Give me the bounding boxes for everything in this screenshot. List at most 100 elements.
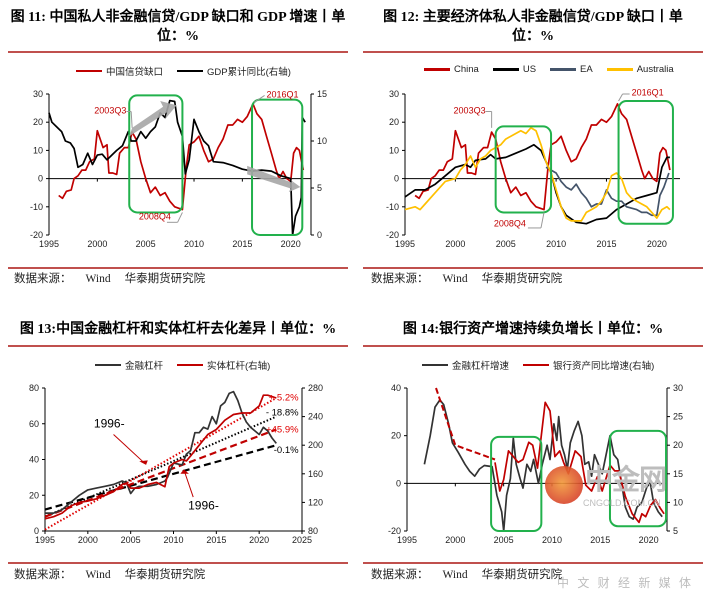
highlight-box xyxy=(608,429,668,528)
base-year-label: 1996- xyxy=(188,499,219,513)
legend-item: GDP累计同比(右轴) xyxy=(177,64,291,78)
source-label: 数据来源： xyxy=(371,273,429,285)
title-divider xyxy=(8,51,348,53)
legend-label: 银行资产同比增速(右轴) xyxy=(553,361,655,372)
x-tick-label: 2015 xyxy=(206,535,226,545)
y-tick-label: 40 xyxy=(391,383,401,393)
pointer-line xyxy=(618,93,624,102)
x-tick-label: 1995 xyxy=(395,239,415,249)
x-tick-label: 2020 xyxy=(281,239,301,249)
highlight-box xyxy=(251,98,304,236)
legend-label: US xyxy=(522,64,537,75)
annotation-label: 2003Q3 xyxy=(454,106,486,116)
annotation-label: 2008Q4 xyxy=(494,219,526,229)
legend-swatch xyxy=(422,363,448,367)
source-wind: Wind xyxy=(85,273,111,285)
legend-item: EA xyxy=(550,64,593,75)
x-tick-label: 2015 xyxy=(232,239,252,249)
chart-13-plot: 0 20 40 60 80 80 120 160 200 240 280 1995 2000 2005 20… xyxy=(29,383,323,545)
series-line-China xyxy=(414,103,671,211)
trendline-dashed xyxy=(44,444,277,511)
legend-label: 实体杠杆(右轴) xyxy=(207,361,271,372)
chart-13-title: 图 13:中国金融杠杆和实体杠杆去化差异丨单位：% xyxy=(2,320,354,339)
y-tick-label: -20 xyxy=(30,230,43,240)
y2-tick-label: 20 xyxy=(673,440,683,450)
chart-12-plot: -20 -10 0 10 20 30 1995 2000 2005 2010 2015 2020 200… xyxy=(386,87,680,249)
highlight-box xyxy=(128,94,184,214)
legend-item: 实体杠杆(右轴) xyxy=(177,358,270,372)
legend-swatch xyxy=(492,68,519,71)
title-divider xyxy=(363,51,703,53)
y2-tick-label: 200 xyxy=(308,440,323,450)
growth-label-real-dotted: + 5.2% xyxy=(269,393,299,404)
y-tick-label: 80 xyxy=(29,383,39,393)
trend-arrow-icon xyxy=(247,165,301,193)
arrowhead-icon xyxy=(139,460,148,465)
y-tick-label: 10 xyxy=(33,145,43,155)
y-tick-label: 20 xyxy=(29,490,39,500)
chart-12-legend: China US EA Australia xyxy=(424,64,674,75)
source-divider xyxy=(363,562,703,564)
y-tick-label: 0 xyxy=(396,478,401,488)
legend-label: Australia xyxy=(636,64,674,75)
title-divider xyxy=(363,345,703,347)
legend-label: EA xyxy=(580,64,593,75)
y2-tick-label: 160 xyxy=(308,469,323,479)
watermark-brand: 中金网 xyxy=(585,463,667,496)
series-line-Australia xyxy=(404,126,671,222)
pointer-arrow xyxy=(184,471,194,498)
y2-tick-label: 30 xyxy=(673,383,683,393)
y2-tick-label: 15 xyxy=(673,469,683,479)
title-line: 位：% xyxy=(157,29,199,44)
title-line: 图 14:银行资产增速持续负增长丨单位：% xyxy=(402,322,664,337)
x-tick-label: 2020 xyxy=(647,239,667,249)
legend-item: 银行资产同比增速(右轴) xyxy=(523,358,654,372)
y-tick-label: 20 xyxy=(33,117,43,127)
y2-tick-label: 10 xyxy=(673,497,683,507)
y2-tick-label: 25 xyxy=(673,412,683,422)
growth-label-fin-dotted: - 18.8% xyxy=(266,408,299,419)
legend-swatch xyxy=(76,69,102,73)
pointer-arrow xyxy=(113,434,144,463)
source-wind: Wind xyxy=(85,569,111,581)
x-tick-label: 2005 xyxy=(121,535,141,545)
x-tick-label: 2015 xyxy=(590,535,610,545)
y2-tick-label: 10 xyxy=(317,136,327,146)
y2-tick-label: 15 xyxy=(317,89,327,99)
y-tick-label: 30 xyxy=(33,89,43,99)
y-tick-label: -10 xyxy=(30,202,43,212)
legend-swatch xyxy=(606,68,633,71)
legend-item: Australia xyxy=(606,64,674,75)
x-tick-label: 2010 xyxy=(546,239,566,249)
legend-item: 金融杠杆 xyxy=(95,358,163,372)
source-label: 数据来源： xyxy=(14,273,72,285)
y-tick-label: 40 xyxy=(29,455,39,465)
chart-11-plot: -20 -10 0 10 20 30 0 5 10 15 1995 2000 2005 2010 2015 2… xyxy=(30,89,327,249)
legend-label: 金融杠杆增速 xyxy=(452,361,510,372)
trendline-dotted xyxy=(44,397,277,531)
legend-label: GDP累计同比(右轴) xyxy=(207,67,291,78)
x-tick-label: 1995 xyxy=(397,535,417,545)
growth-label-fin-dashed: -0.1% xyxy=(274,445,299,456)
series-line-中国信贷缺口 xyxy=(58,103,305,211)
chart-11-title: 图 11: 中国私人非金融信贷/GDP 缺口和 GDP 增速丨单 位：% xyxy=(2,8,354,46)
highlight-box xyxy=(490,435,543,533)
y2-tick-label: 80 xyxy=(308,526,318,536)
highlight-box xyxy=(617,100,674,225)
arrowhead-icon xyxy=(180,469,189,474)
legend-label: 金融杠杆 xyxy=(125,361,164,372)
chart-13-legend: 金融杠杆 实体杠杆(右轴) xyxy=(95,358,270,372)
x-tick-label: 1995 xyxy=(39,239,59,249)
y2-tick-label: 280 xyxy=(308,383,323,393)
base-year-label: 1996- xyxy=(94,416,125,430)
pointer-line xyxy=(540,212,545,229)
source-wind: Wind xyxy=(442,273,468,285)
source-divider xyxy=(8,562,348,564)
legend-item: US xyxy=(492,64,537,75)
y-tick-label: -20 xyxy=(388,526,401,536)
x-tick-label: 2000 xyxy=(78,535,98,545)
chart-12-title: 图 12: 主要经济体私人非金融信贷/GDP 缺口丨单 位：% xyxy=(357,8,709,46)
y2-tick-label: 240 xyxy=(308,412,323,422)
source-label: 数据来源： xyxy=(14,569,72,581)
x-tick-label: 2020 xyxy=(249,535,269,545)
